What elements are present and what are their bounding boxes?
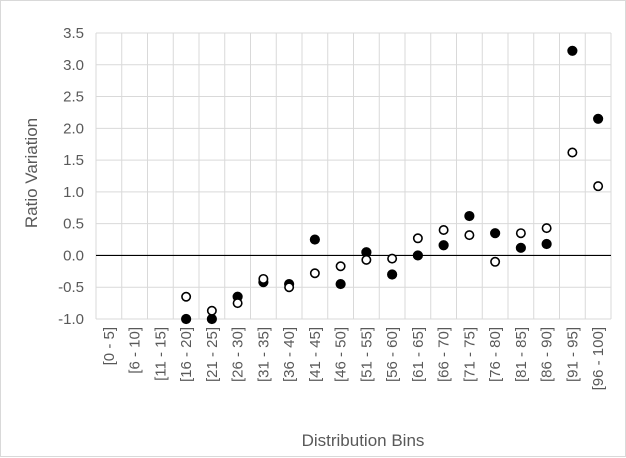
y-tick-label: 1.5: [63, 152, 84, 169]
x-tick-label: [31 - 35]: [255, 327, 272, 382]
x-tick-label: [51 - 55]: [358, 327, 375, 382]
y-tick-label: 3.5: [63, 25, 84, 42]
filled-point: [567, 45, 578, 56]
open-point: [515, 228, 526, 239]
x-tick-label: [11 - 15]: [152, 327, 169, 381]
y-tick-label: 0.5: [63, 216, 84, 233]
x-tick-label: [56 - 60]: [384, 327, 401, 382]
filled-point: [490, 228, 501, 239]
open-point: [438, 225, 449, 236]
y-tick-labels: -1.0 -0.5 0.0 0.5 1.0 1.5 2.0 2.5 3.0 3.5: [58, 25, 84, 328]
filled-point: [515, 242, 526, 253]
x-tick-label: [61 - 65]: [410, 327, 427, 382]
open-point: [335, 261, 346, 272]
open-point: [387, 253, 398, 264]
x-tick-label: [91 - 95]: [564, 327, 581, 382]
y-tick-label: -1.0: [58, 311, 84, 328]
filled-point: [181, 313, 192, 325]
x-tick-label: [6 - 10]: [127, 327, 144, 374]
x-tick-label: [66 - 70]: [436, 327, 453, 382]
open-point: [309, 268, 320, 279]
open-point: [232, 298, 243, 309]
open-point: [490, 256, 501, 267]
y-tick-label: 2.5: [63, 89, 84, 106]
x-tick-label: [71 - 75]: [461, 327, 478, 382]
open-point: [206, 305, 217, 316]
open-point: [593, 181, 604, 192]
x-tick-label: [96 - 100]: [590, 327, 607, 390]
x-tick-label: [41 - 45]: [307, 327, 324, 382]
x-tick-label: [86 - 90]: [539, 327, 556, 382]
filled-point: [438, 240, 449, 251]
x-tick-label: [76 - 80]: [487, 327, 504, 382]
data-points: [181, 45, 604, 325]
filled-point: [464, 210, 475, 222]
open-point: [464, 230, 475, 241]
filled-point: [206, 313, 217, 325]
gridlines: [95, 32, 612, 320]
filled-point: [412, 250, 423, 261]
y-axis-title: Ratio Variation: [22, 118, 41, 228]
open-point: [284, 282, 295, 293]
filled-point: [335, 278, 346, 290]
x-tick-labels: [0 - 5] [6 - 10] [11 - 15] [16 - 20] [21 - 2…: [101, 327, 607, 390]
open-point: [181, 291, 192, 302]
x-tick-label: [0 - 5]: [101, 327, 118, 365]
open-point: [541, 223, 552, 234]
y-tick-label: 1.0: [63, 184, 84, 201]
y-tick-label: 3.0: [63, 57, 84, 74]
filled-point: [593, 113, 604, 124]
y-tick-label: -0.5: [58, 279, 84, 296]
x-tick-label: [81 - 85]: [513, 327, 530, 382]
filled-point: [541, 238, 552, 250]
x-tick-label: [21 - 25]: [204, 327, 221, 382]
open-point: [361, 254, 372, 265]
open-point: [412, 233, 423, 244]
x-tick-label: [36 - 40]: [281, 327, 298, 382]
open-point: [567, 147, 578, 158]
y-tick-label: 2.0: [63, 120, 84, 137]
x-tick-label: [26 - 30]: [230, 327, 247, 382]
x-tick-label: [16 - 20]: [178, 327, 195, 382]
x-axis-title: Distribution Bins: [302, 431, 425, 450]
filled-point: [387, 269, 398, 280]
filled-point: [309, 234, 320, 245]
x-tick-label: [46 - 50]: [333, 327, 350, 382]
open-point: [258, 273, 269, 284]
y-tick-label: 0.0: [63, 247, 84, 264]
